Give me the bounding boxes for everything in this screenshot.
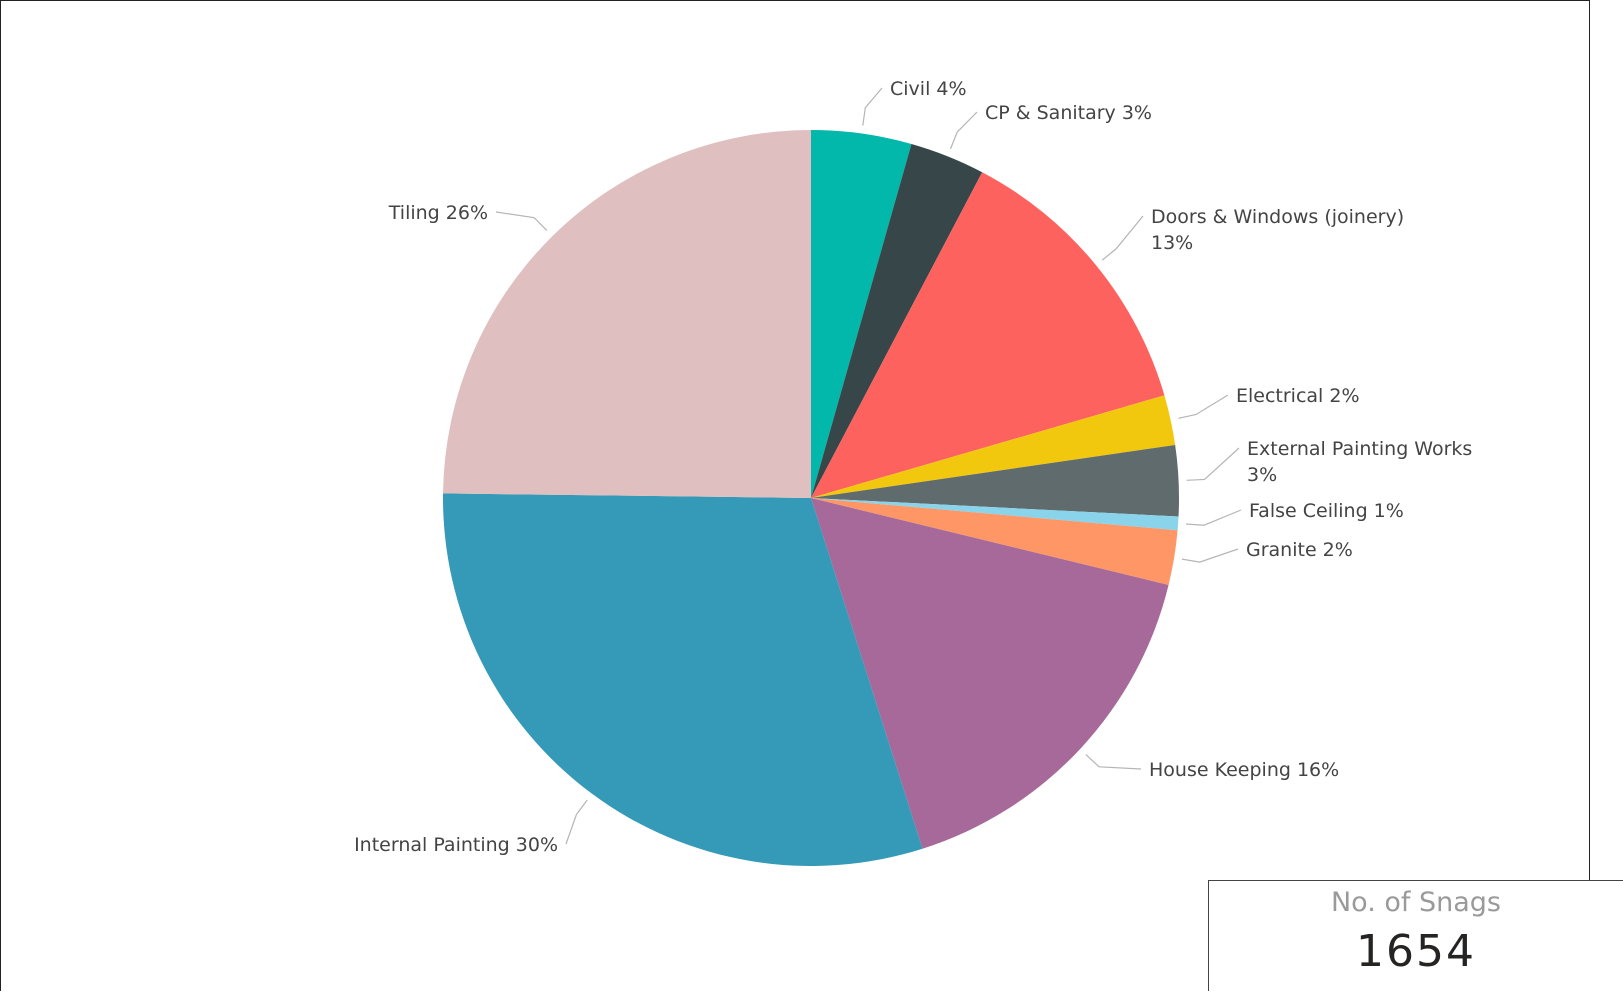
pie-slice-tiling[interactable] <box>443 130 811 498</box>
pie-slice-electrical[interactable] <box>811 395 1176 498</box>
pie-slice-doors-windows-joinery[interactable] <box>811 172 1165 499</box>
leader-line <box>1085 754 1142 770</box>
pie-slice-false-ceiling[interactable] <box>811 498 1179 531</box>
slice-label: CP & Sanitary 3% <box>985 102 1152 124</box>
pie-slice-granite[interactable] <box>811 498 1178 586</box>
pie-slice-house-keeping[interactable] <box>811 498 1169 849</box>
card-title: No. of Snags <box>1330 887 1501 918</box>
pie-slice-cp-sanitary[interactable] <box>811 143 983 498</box>
leader-line <box>1181 548 1239 563</box>
leader-line <box>1186 447 1240 481</box>
slice-label: Tiling 26% <box>388 202 488 224</box>
leader-line <box>1186 509 1242 526</box>
leader-line <box>949 111 978 150</box>
report-canvas: Civil 4% CP & Sanitary 3% Doors & Windows … <box>0 0 1590 991</box>
leader-line <box>1178 394 1229 419</box>
slice-label: Electrical 2% <box>1236 385 1360 407</box>
pie-slice-internal-painting[interactable] <box>443 493 923 866</box>
slice-label: External Painting Works 3% <box>1247 438 1472 486</box>
pie-chart[interactable]: Civil 4% CP & Sanitary 3% Doors & Windows … <box>1 1 1591 992</box>
leader-line <box>862 87 883 126</box>
slice-label: False Ceiling 1% <box>1249 500 1404 522</box>
card-value: 1654 <box>1356 926 1476 977</box>
pie-slice-external-painting-works[interactable] <box>811 445 1179 517</box>
slice-label: Doors & Windows (joinery) 13% <box>1151 206 1404 254</box>
leader-line <box>1101 215 1144 261</box>
leader-line <box>495 211 548 231</box>
slice-label: Internal Painting 30% <box>354 834 558 856</box>
leader-line <box>565 799 588 845</box>
slice-label: Civil 4% <box>890 78 967 100</box>
pie-slice-civil[interactable] <box>811 130 912 498</box>
snag-count-card[interactable]: No. of Snags 1654 <box>1208 880 1623 991</box>
slice-label: Granite 2% <box>1246 539 1353 561</box>
slice-label: House Keeping 16% <box>1149 759 1339 781</box>
